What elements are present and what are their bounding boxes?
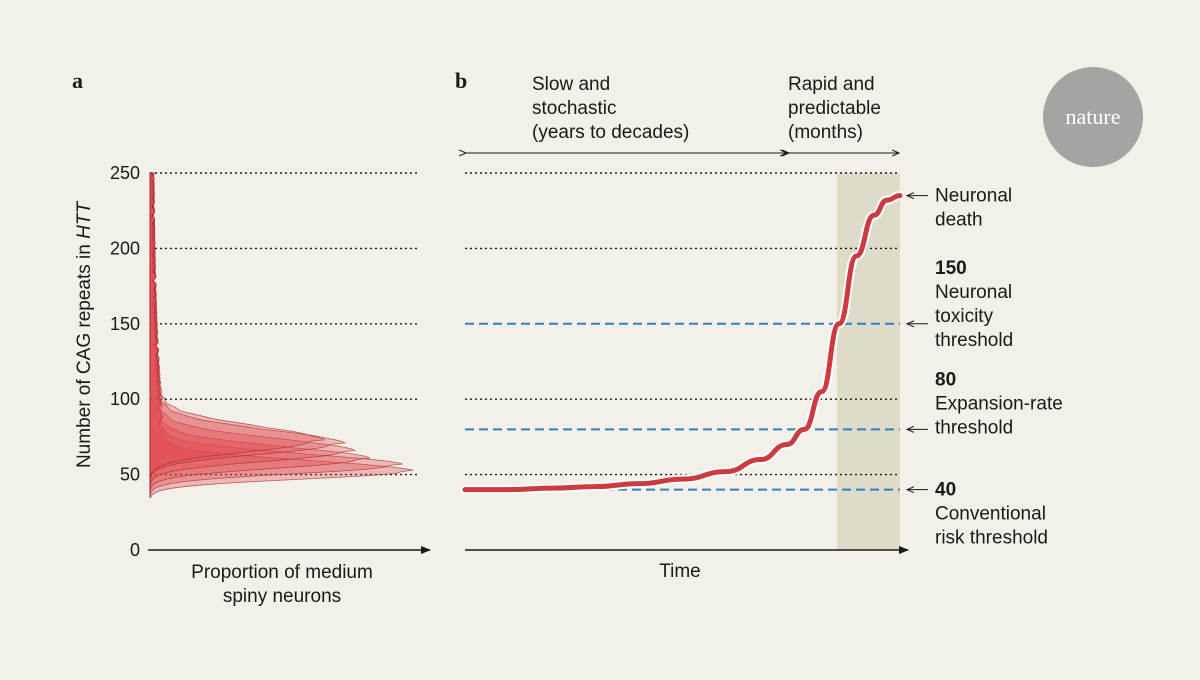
- distribution-area: [149, 172, 346, 498]
- panel-a-y-tick: 250: [110, 163, 140, 183]
- panel-a-y-label-italic: HTT: [74, 201, 95, 239]
- panel-a-y-label-prefix: Number of CAG repeats in: [74, 239, 95, 468]
- panel-a-y-ticks: 0 50 100 150 200 250: [110, 163, 140, 560]
- phase-label-line: (months): [788, 122, 863, 143]
- threshold-label-line: toxicity: [935, 306, 994, 327]
- panel-a-y-tick: 200: [110, 238, 140, 258]
- panel-b: Slow and stochastic (years to decades) Rapi…: [465, 74, 1063, 582]
- distribution-area: [149, 172, 326, 498]
- death-label-line: Neuronal: [935, 186, 1012, 207]
- threshold-value: 150: [935, 258, 967, 279]
- phase-label-line: Slow and: [532, 74, 610, 95]
- panel-a-distributions: [149, 172, 414, 498]
- threshold-label-line: threshold: [935, 417, 1013, 438]
- panel-b-thresholds: [465, 322, 900, 491]
- panel-a-y-tick: 0: [130, 540, 140, 560]
- phase-label-line: Rapid and: [788, 74, 875, 95]
- panel-b-annotations: 150 Neuronal toxicity threshold 80 Expansion-…: [907, 186, 1063, 549]
- panel-a-y-label: Number of CAG repeats in HTT: [74, 201, 95, 468]
- nature-logo: nature: [1043, 67, 1143, 167]
- panel-a-x-label-line1: Proportion of medium: [191, 562, 373, 583]
- panel-b-phase-labels: Slow and stochastic (years to decades) Rapi…: [466, 74, 899, 153]
- logo-text: nature: [1066, 104, 1121, 129]
- panel-a-y-tick: 150: [110, 314, 140, 334]
- threshold-label-line: threshold: [935, 330, 1013, 351]
- panel-b-label: b: [455, 68, 467, 93]
- panel-a-gridlines: [150, 172, 420, 476]
- phase-label-line: (years to decades): [532, 122, 689, 143]
- threshold-value: 40: [935, 480, 956, 501]
- panel-a-x-label-line2: spiny neurons: [223, 586, 341, 607]
- panel-b-x-label: Time: [659, 561, 701, 582]
- threshold-label-line: risk threshold: [935, 528, 1048, 549]
- threshold-label-line: Conventional: [935, 504, 1046, 525]
- threshold-label-line: Expansion-rate: [935, 393, 1063, 414]
- panel-a-y-tick: 50: [120, 465, 140, 485]
- threshold-label-line: Neuronal: [935, 282, 1012, 303]
- panel-a-label: a: [72, 68, 83, 93]
- threshold-value: 80: [935, 369, 956, 390]
- repeat-length-curve: [462, 193, 903, 493]
- panel-a: 0 50 100 150 200 250 Proportion of medium spi…: [74, 163, 431, 607]
- phase-label-line: predictable: [788, 98, 881, 119]
- phase-label-line: stochastic: [532, 98, 616, 119]
- panel-a-y-tick: 100: [110, 389, 140, 409]
- logo-circle: [1043, 67, 1143, 167]
- panel-b-curve: [460, 191, 905, 495]
- death-label-line: death: [935, 210, 983, 231]
